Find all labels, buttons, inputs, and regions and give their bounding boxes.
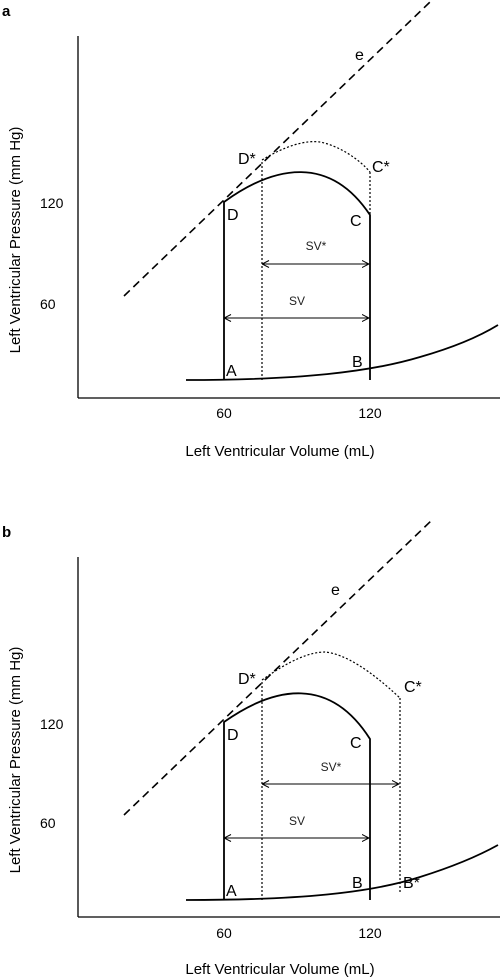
panel-b-point-c-star: C* <box>404 679 422 696</box>
panel-a-y-tick-120: 120 <box>40 195 64 211</box>
panel-a-pv-loop <box>223 171 371 380</box>
panel-a-edpvr-curve <box>185 324 499 381</box>
panel-a-point-d-star: D* <box>238 151 256 168</box>
panel-a-point-d: D <box>227 207 239 224</box>
panel-a-elastance-line <box>123 1 431 297</box>
panel-b-point-c: C <box>350 735 362 752</box>
panel-b-pv-loop <box>223 692 371 900</box>
panel-b-letter: b <box>2 524 11 541</box>
panel-b-dotted-ejection-curve <box>261 651 401 699</box>
panel-b-y-tick-60: 60 <box>40 815 56 831</box>
panel-b-elastance-label: e <box>331 582 340 599</box>
panel-b-sv-label: SV <box>289 814 305 828</box>
panel-b-sv-star-label: SV* <box>321 760 342 774</box>
panel-b: b Left Ventricular Pressure (mm Hg) 120 … <box>2 519 500 978</box>
panel-a-elastance-label: e <box>355 47 364 64</box>
panel-a-point-a: A <box>226 363 237 380</box>
panel-a: a Left Ventricular Pressure (mm Hg) 120 … <box>2 1 500 460</box>
panel-a-x-axis-title: Left Ventricular Volume (mL) <box>185 443 374 460</box>
panel-a-sv-star-label: SV* <box>306 239 327 253</box>
panel-b-point-b: B <box>352 875 363 892</box>
panel-b-x-axis-title: Left Ventricular Volume (mL) <box>185 961 374 978</box>
panel-a-letter: a <box>2 3 11 20</box>
panel-a-y-tick-60: 60 <box>40 296 56 312</box>
panel-a-x-tick-60: 60 <box>216 405 232 421</box>
panel-b-point-d-star: D* <box>238 671 256 688</box>
panel-b-x-tick-60: 60 <box>216 925 232 941</box>
panel-a-dotted-ejection-curve <box>261 141 371 173</box>
panel-b-point-d: D <box>227 727 239 744</box>
panel-b-point-a: A <box>226 883 237 900</box>
panel-a-point-c-star: C* <box>372 159 390 176</box>
panel-b-y-axis-title: Left Ventricular Pressure (mm Hg) <box>7 647 24 874</box>
panel-b-point-b-star: B* <box>403 875 420 892</box>
panel-a-sv-label: SV <box>289 294 305 308</box>
panel-a-x-tick-120: 120 <box>358 405 382 421</box>
panel-b-elastance-line <box>123 519 433 816</box>
panel-b-x-tick-120: 120 <box>358 925 382 941</box>
panel-b-y-tick-120: 120 <box>40 716 64 732</box>
panel-a-y-axis-title: Left Ventricular Pressure (mm Hg) <box>7 127 24 354</box>
panel-a-point-b: B <box>352 354 363 371</box>
panel-a-point-c: C <box>350 213 362 230</box>
